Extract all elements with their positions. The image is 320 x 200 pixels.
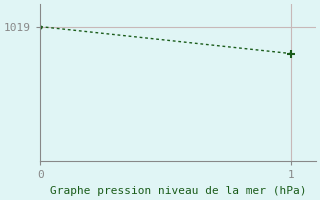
X-axis label: Graphe pression niveau de la mer (hPa): Graphe pression niveau de la mer (hPa) xyxy=(50,186,306,196)
